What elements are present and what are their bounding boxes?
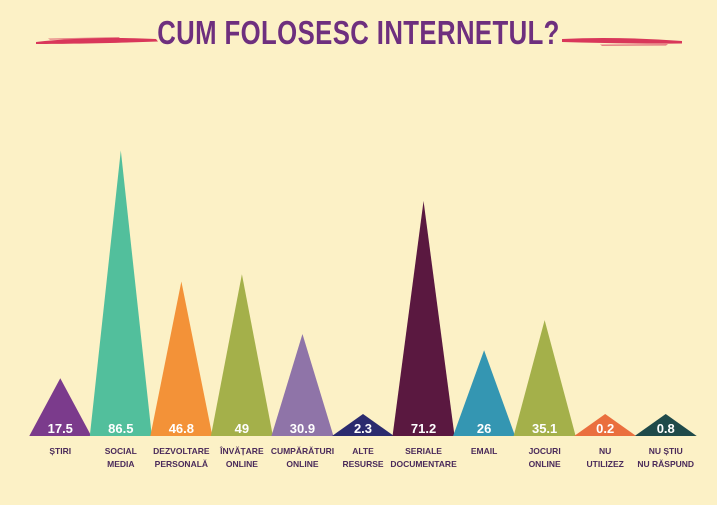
- bar-4: [271, 334, 334, 436]
- category-label-10: NU ȘTIU NU RĂSPUND: [637, 446, 694, 469]
- bar-3: [210, 274, 273, 436]
- category-label-6: SERIALE DOCUMENTARE: [390, 446, 457, 469]
- data-label-2: 46.8: [169, 421, 194, 436]
- bar-6: [392, 201, 455, 436]
- data-label-1: 86.5: [108, 421, 133, 436]
- data-label-3: 49: [235, 421, 249, 436]
- category-label-7: EMAIL: [471, 446, 497, 456]
- category-label-9: NU UTILIZEZ: [587, 446, 624, 469]
- bar-0: [29, 378, 92, 436]
- bar-9: [574, 414, 637, 436]
- bar-5: [332, 414, 394, 436]
- bar-7: [453, 350, 516, 436]
- data-label-10: 0.8: [657, 421, 675, 436]
- category-label-4: CUMPĂRĂTURI ONLINE: [271, 446, 334, 469]
- data-label-5: 2.3: [354, 421, 372, 436]
- brush-right-streak: [600, 44, 668, 46]
- data-label-6: 71.2: [411, 421, 436, 436]
- chart-title: CUM FOLOSESC INTERNETUL?: [157, 14, 560, 51]
- data-label-4: 30.9: [290, 421, 315, 436]
- category-label-8: JOCURI ONLINE: [529, 446, 561, 469]
- bar-1: [89, 150, 152, 437]
- chart-marks: 17.5 86.5 46.8 49 30.9 2.3 71.2 26 35.1 0.2 0.8: [29, 150, 697, 437]
- data-label-9: 0.2: [596, 421, 614, 436]
- category-label-2: DEZVOLTARE PERSONALĂ: [153, 446, 210, 469]
- bar-8: [513, 320, 576, 436]
- bar-10: [634, 414, 697, 436]
- data-label-0: 17.5: [48, 421, 73, 436]
- category-label-0: ȘTIRI: [49, 446, 71, 456]
- data-label-8: 35.1: [532, 421, 557, 436]
- category-label-1: SOCIAL MEDIA: [105, 446, 137, 469]
- data-label-7: 26: [477, 421, 491, 436]
- chart-category-labels: ȘTIRI SOCIAL MEDIA DEZVOLTARE PERSONALĂ ÎNVĂȚ…: [49, 445, 694, 469]
- bar-2: [150, 281, 213, 436]
- brush-left-streak: [48, 37, 120, 40]
- category-label-3: ÎNVĂȚARE ONLINE: [219, 445, 264, 469]
- brush-stroke-left: [36, 37, 158, 44]
- category-label-5: ALTE RESURSE: [342, 446, 383, 469]
- brush-stroke-right: [562, 37, 682, 46]
- brush-right-main: [562, 37, 682, 44]
